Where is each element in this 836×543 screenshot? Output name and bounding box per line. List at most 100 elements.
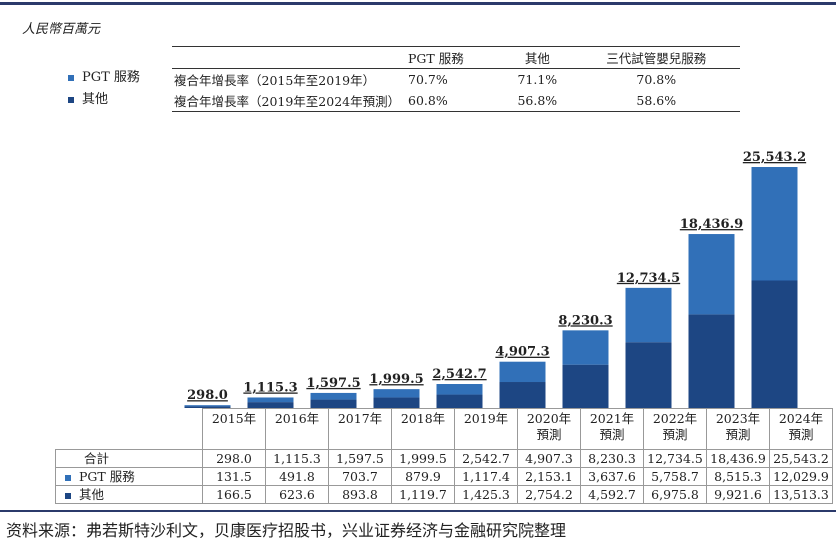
bar-segment-other — [310, 399, 357, 408]
total-label: 12,734.5 — [617, 271, 680, 286]
table-cell: 9,921.6 — [706, 485, 770, 504]
total-label: 1,999.5 — [369, 372, 423, 387]
table-cell: 1,999.5 — [391, 449, 455, 468]
year-header-line: 2015年 — [211, 411, 257, 426]
cagr-value: 60.8% — [408, 93, 448, 108]
legend-swatch — [65, 492, 71, 499]
bar-segment-pgt — [184, 405, 231, 407]
year-header-line: 2016年 — [274, 411, 320, 426]
row-label: 其他 — [55, 485, 203, 504]
cagr-value: 56.8% — [517, 93, 558, 108]
year-header: 2022年 預測 — [643, 408, 707, 450]
legend-label: 其他 — [82, 92, 109, 107]
bar-segment-other — [688, 314, 735, 408]
table-cell: 4,592.7 — [580, 485, 644, 504]
cagr-value: 71.1% — [517, 72, 558, 87]
table-cell: 166.5 — [202, 485, 266, 504]
cagr-header — [172, 46, 406, 69]
bar-segment-pgt — [562, 330, 609, 365]
table-cell: 5,758.7 — [643, 467, 707, 486]
bar-segment-pgt — [436, 384, 483, 395]
year-header: 2020年 預測 — [517, 408, 581, 450]
cagr-table: PGT 服務 其他 三代試管嬰兒服務 複合年增長率（2015年至2019年） 7… — [172, 46, 740, 112]
bar-segment-other — [625, 342, 672, 408]
table-cell: 3,637.6 — [580, 467, 644, 486]
table-cell: 879.9 — [391, 467, 455, 486]
row-label-text: 其他 — [79, 487, 105, 502]
year-header-line: 預測 — [662, 427, 688, 442]
year-header-line: 預測 — [725, 427, 751, 442]
total-label: 298.0 — [187, 388, 228, 403]
bar-segment-pgt — [751, 167, 798, 281]
table-cell: 491.8 — [265, 467, 329, 486]
cagr-header: 其他 — [502, 46, 573, 69]
cagr-label: 複合年增長率（2019年至2024年預測） — [174, 94, 401, 109]
blank-cell — [55, 408, 203, 450]
cagr-value: 70.8% — [636, 72, 677, 87]
total-label: 2,542.7 — [432, 367, 486, 382]
bar-segment-pgt — [499, 361, 546, 383]
year-header: 2023年 預測 — [706, 408, 770, 450]
bar-segment-pgt — [247, 397, 294, 403]
cagr-value: 70.7% — [408, 72, 448, 87]
year-header: 2015年 — [202, 408, 266, 450]
bar-segment-other — [247, 402, 294, 408]
year-header-line: 預測 — [536, 427, 562, 442]
bar-segment-other — [751, 280, 798, 408]
cagr-header-row: PGT 服務 其他 三代試管嬰兒服務 — [172, 46, 740, 69]
table-cell: 298.0 — [202, 449, 266, 468]
table-cell: 25,543.2 — [769, 449, 833, 468]
table-cell: 18,436.9 — [706, 449, 770, 468]
legend-swatch — [68, 96, 74, 103]
table-cell: 8,515.3 — [706, 467, 770, 486]
cagr-row: 複合年增長率（2015年至2019年） 70.7% 71.1% 70.8% — [172, 69, 740, 91]
cagr-value: 58.6% — [636, 93, 677, 108]
year-header-line: 2022年 — [652, 411, 698, 426]
legend-item-pgt: PGT 服務 — [68, 67, 140, 89]
table-cell: 131.5 — [202, 467, 266, 486]
year-header: 2016年 — [265, 408, 329, 450]
year-header-line: 預測 — [599, 427, 625, 442]
total-label: 18,436.9 — [680, 217, 743, 232]
bar-segment-other — [499, 382, 546, 408]
bottom-rule — [0, 510, 836, 512]
year-header-line: 2024年 — [778, 411, 824, 426]
legend-label: PGT 服務 — [82, 70, 140, 85]
table-cell: 1,597.5 — [328, 449, 392, 468]
cagr-row: 複合年增長率（2019年至2024年預測） 60.8% 56.8% 58.6% — [172, 90, 740, 112]
table-cell: 703.7 — [328, 467, 392, 486]
total-label: 8,230.3 — [558, 313, 612, 328]
year-header-row: 2015年 2016年 2017年 2018年 2019年 2020年 預測 2021年 預測 2… — [55, 408, 833, 450]
table-cell: 8,230.3 — [580, 449, 644, 468]
row-label: 合計 — [55, 449, 203, 468]
year-header-line: 2023年 — [715, 411, 761, 426]
bar-segment-other — [562, 364, 609, 408]
total-label: 25,543.2 — [743, 150, 806, 165]
bar-segment-other — [184, 406, 231, 408]
row-label-text: PGT 服務 — [79, 469, 135, 484]
bar-segment-pgt — [688, 234, 735, 315]
year-header: 2019年 — [454, 408, 518, 450]
year-header-line: 2018年 — [400, 411, 446, 426]
table-cell: 893.8 — [328, 485, 392, 504]
legend-swatch — [65, 474, 71, 481]
year-header-line: 2021年 — [589, 411, 635, 426]
top-rule — [0, 2, 836, 5]
table-cell: 1,117.4 — [454, 467, 518, 486]
total-label: 1,597.5 — [306, 376, 360, 391]
table-cell: 12,734.5 — [643, 449, 707, 468]
bar-segment-pgt — [310, 392, 357, 400]
table-cell: 2,153.1 — [517, 467, 581, 486]
table-cell: 2,754.2 — [517, 485, 581, 504]
legend: PGT 服務 其他 — [68, 67, 140, 111]
table-cell: 2,542.7 — [454, 449, 518, 468]
data-table: 2015年 2016年 2017年 2018年 2019年 2020年 預測 2021年 預測 2… — [55, 408, 833, 504]
table-cell: 6,975.8 — [643, 485, 707, 504]
cagr-header: PGT 服務 — [406, 46, 503, 69]
table-cell: 1,115.3 — [265, 449, 329, 468]
cagr-label: 複合年增長率（2015年至2019年） — [174, 73, 376, 88]
source-note: 资料来源：弗若斯特沙利文，贝康医疗招股书，兴业证券经济与金融研究院整理 — [6, 521, 567, 540]
bar-segment-other — [436, 394, 483, 408]
